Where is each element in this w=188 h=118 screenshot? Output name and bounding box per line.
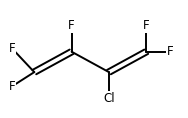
Text: F: F (143, 19, 150, 32)
Text: F: F (167, 45, 174, 58)
Text: F: F (9, 80, 15, 93)
Text: F: F (9, 42, 15, 55)
Text: Cl: Cl (103, 92, 115, 105)
Text: F: F (68, 19, 75, 32)
